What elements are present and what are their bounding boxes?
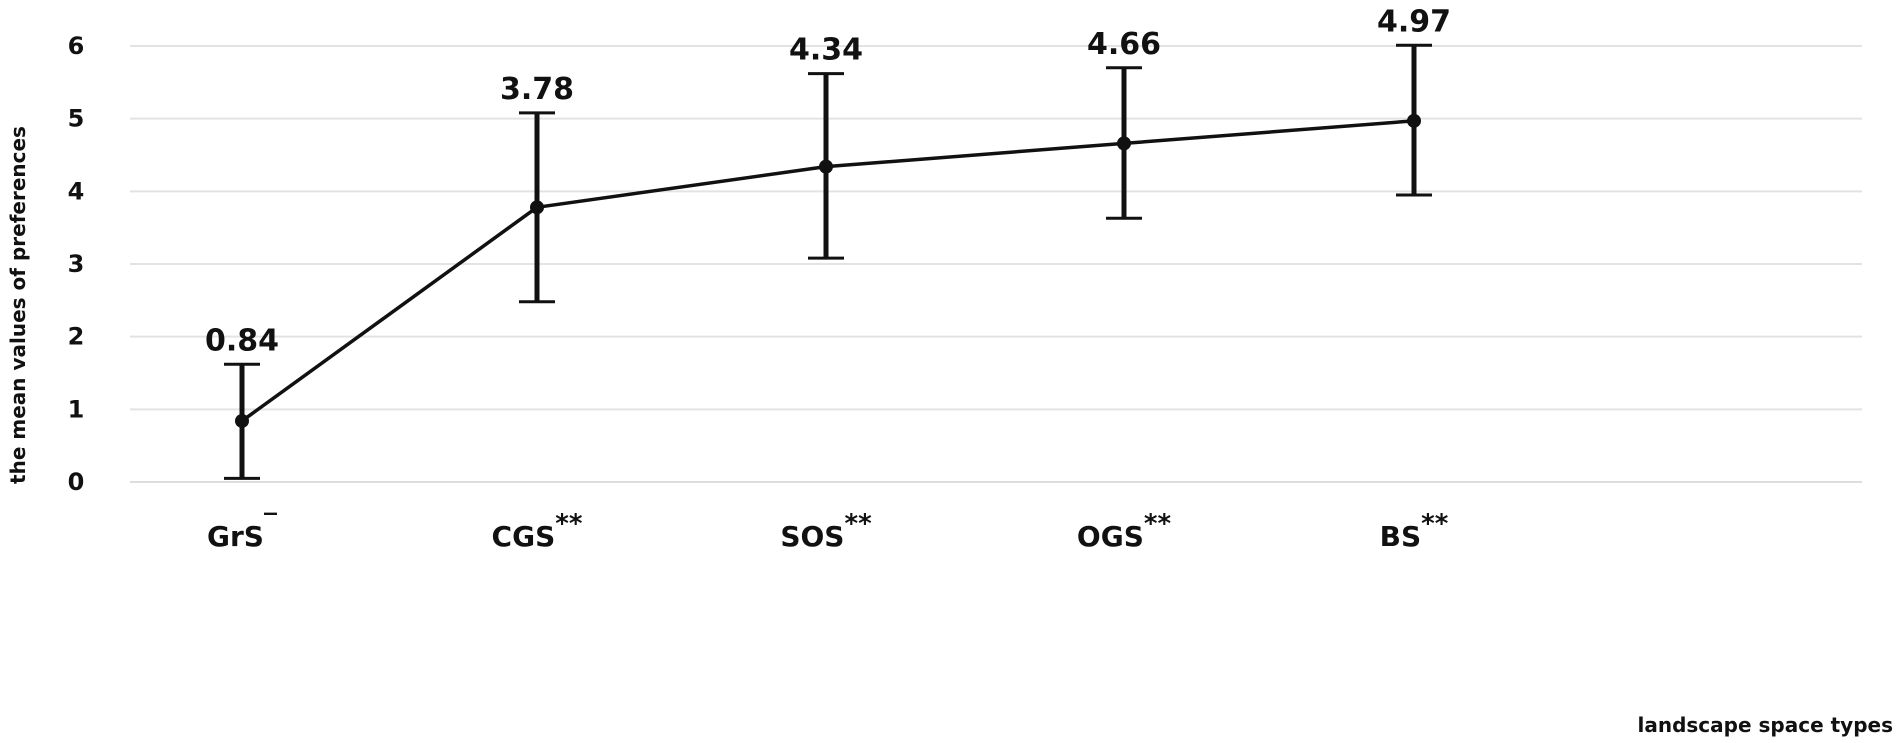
data-point [1407,113,1421,128]
category-name: SOS [780,520,844,553]
category-significance-mark: ** [1421,509,1449,539]
error-bars [224,43,1432,480]
data-label: 4.34 [789,33,863,68]
category-name: GrS [207,520,264,553]
data-label: 3.78 [500,72,574,107]
data-label: 4.97 [1377,4,1451,39]
category-significance-mark: ** [1144,509,1172,539]
x-category-label: OGS** [1077,509,1172,553]
gridlines [130,45,1862,483]
y-tick-label: 4 [68,177,85,205]
x-category-label: BS** [1380,509,1449,553]
category-name: OGS [1077,520,1144,553]
category-significance-mark: ‾ [264,509,277,539]
y-tick-label: 3 [68,250,85,278]
category-significance-mark: ** [844,509,872,539]
category-significance-mark: ** [555,509,583,539]
y-tick-label: 1 [68,395,85,423]
data-point [819,159,833,174]
y-axis-title: the mean values of preferences [6,126,30,484]
y-tick-label: 0 [68,468,85,496]
data-labels: 0.84 3.78 4.34 4.66 4.97 [205,4,1451,358]
x-category-labels: GrS‾ CGS** SOS** OGS** BS** [207,509,1449,553]
x-category-label: CGS** [492,509,583,553]
data-label: 4.66 [1087,27,1161,62]
x-category-label: SOS** [780,509,872,553]
data-label: 0.84 [205,323,279,358]
x-axis-title: landscape space types [1638,713,1894,737]
category-name: BS [1380,520,1422,553]
category-name: CGS [492,520,556,553]
data-point [235,413,249,428]
x-category-label: GrS‾ [207,509,277,553]
data-point [1117,136,1131,151]
y-tick-label: 5 [68,105,85,133]
y-tick-labels: 0 1 2 3 4 5 6 [68,32,85,496]
y-tick-label: 2 [68,323,85,351]
y-tick-label: 6 [68,32,85,60]
data-points [235,113,1421,428]
data-point [530,200,544,215]
